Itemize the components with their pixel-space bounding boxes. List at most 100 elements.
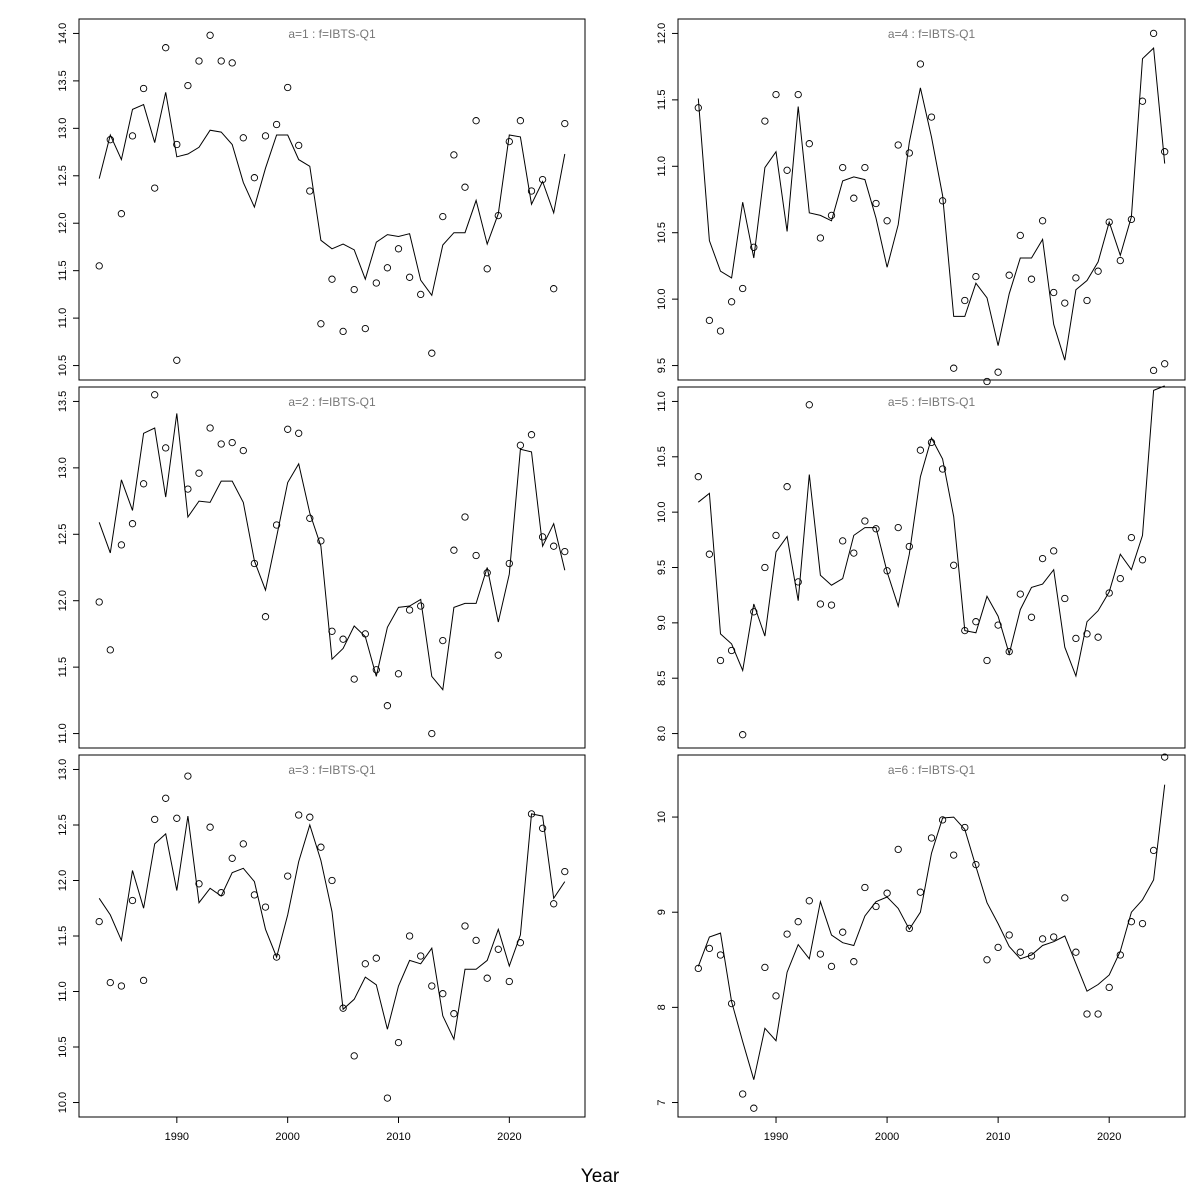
panel-title: a=1 : f=IBTS-Q1 xyxy=(288,27,376,41)
observed-point xyxy=(1116,574,1124,583)
observed-point xyxy=(883,217,891,225)
observed-point xyxy=(494,211,502,220)
plot-frame xyxy=(78,754,586,1118)
observed-point xyxy=(394,245,403,253)
y-tick-label: 11.5 xyxy=(57,260,69,281)
observed-point xyxy=(550,542,558,550)
observed-point xyxy=(461,513,469,521)
observed-point xyxy=(372,954,380,962)
observed-point xyxy=(750,243,758,251)
y-tick-label: 12.5 xyxy=(57,814,69,835)
observed-point xyxy=(1027,952,1036,960)
y-tick-label: 13.0 xyxy=(57,759,69,780)
observed-point xyxy=(239,446,247,455)
x-tick-label: 2020 xyxy=(1097,1131,1121,1143)
panel-title: a=6 : f=IBTS-Q1 xyxy=(888,763,976,777)
observed-point xyxy=(527,187,536,195)
observed-point xyxy=(328,627,336,635)
x-axis-label: Year xyxy=(581,1166,620,1187)
observed-point xyxy=(527,810,536,818)
observed-point xyxy=(938,816,947,824)
observed-point xyxy=(805,401,813,409)
observed-point xyxy=(1050,288,1058,297)
x-tick-label: 2020 xyxy=(497,1131,521,1143)
observed-point xyxy=(761,963,769,972)
observed-point xyxy=(405,273,414,281)
y-tick-label: 11.5 xyxy=(656,90,668,111)
observed-point xyxy=(816,600,825,608)
observed-point xyxy=(206,424,214,432)
observed-point xyxy=(461,922,469,930)
observed-point xyxy=(961,296,969,305)
observed-point xyxy=(827,601,836,609)
observed-point xyxy=(772,531,780,540)
observed-point xyxy=(306,187,314,195)
observed-point xyxy=(261,132,270,140)
observed-point xyxy=(1083,630,1091,638)
y-tick-label: 8.0 xyxy=(656,726,668,741)
observed-point xyxy=(162,44,170,52)
observed-point xyxy=(794,90,802,99)
observed-point xyxy=(705,550,714,558)
observed-point xyxy=(783,483,791,491)
observed-point xyxy=(184,485,192,493)
observed-point xyxy=(1127,533,1136,542)
observed-point xyxy=(994,621,1002,629)
observed-point xyxy=(139,976,148,985)
observed-point xyxy=(217,889,225,897)
observed-point xyxy=(1016,590,1024,598)
observed-point xyxy=(550,285,558,293)
observed-point xyxy=(761,117,769,125)
observed-point xyxy=(206,823,214,831)
observed-point xyxy=(483,974,491,982)
observed-point xyxy=(1094,633,1102,641)
y-tick-label: 12.0 xyxy=(656,23,668,44)
observed-point xyxy=(1083,1010,1091,1018)
observed-point xyxy=(339,1004,347,1012)
y-tick-label: 12.5 xyxy=(57,524,69,545)
observed-point xyxy=(250,891,259,899)
observed-point xyxy=(450,1010,458,1018)
y-tick-label: 8.5 xyxy=(656,671,668,686)
observed-point xyxy=(250,174,259,182)
observed-point xyxy=(272,120,281,129)
observed-point xyxy=(905,149,913,157)
observed-point xyxy=(950,561,958,569)
y-tick-label: 10.5 xyxy=(57,1036,69,1057)
panel-5: a=5 : f=IBTS-Q1 8.0 8.5 9.0 9.5 10.0 10.5 11.0 xyxy=(656,360,1186,749)
observed-point xyxy=(872,902,880,911)
observed-point xyxy=(228,854,236,862)
observed-point xyxy=(439,636,447,645)
panel-6: a=6 : f=IBTS-Q1 7 8 9 10 1990 2000 2010 2020 xyxy=(656,753,1186,1143)
observed-point xyxy=(516,939,525,947)
y-tick-label: 13.0 xyxy=(57,457,69,478)
x-tick-label: 1990 xyxy=(764,1131,788,1143)
observed-point xyxy=(1138,919,1147,928)
y-tick-label: 11.0 xyxy=(57,981,69,1002)
observed-point xyxy=(261,903,270,911)
observed-point xyxy=(839,537,847,545)
observed-point xyxy=(827,211,836,220)
observed-point xyxy=(816,950,825,958)
observed-point xyxy=(284,425,292,433)
observed-point xyxy=(339,635,347,643)
observed-point xyxy=(739,731,747,739)
observed-point xyxy=(905,542,913,551)
observed-point xyxy=(850,958,858,966)
fitted-line xyxy=(697,385,1165,678)
panel-3: a=3 : f=IBTS-Q1 10.0 10.5 11.0 11.5 12.0 12.5 1… xyxy=(57,754,586,1143)
observed-point xyxy=(306,813,314,821)
observed-point xyxy=(151,391,159,399)
observed-point xyxy=(151,184,159,192)
observed-point xyxy=(417,290,425,299)
observed-point xyxy=(716,327,725,335)
observed-point xyxy=(394,670,403,678)
observed-point xyxy=(716,951,725,959)
observed-point xyxy=(173,356,181,364)
observed-point xyxy=(405,606,414,614)
observed-point xyxy=(228,59,236,67)
observed-point xyxy=(361,630,369,638)
observed-point xyxy=(839,163,847,172)
observed-point xyxy=(861,883,869,892)
observed-point xyxy=(527,431,536,439)
